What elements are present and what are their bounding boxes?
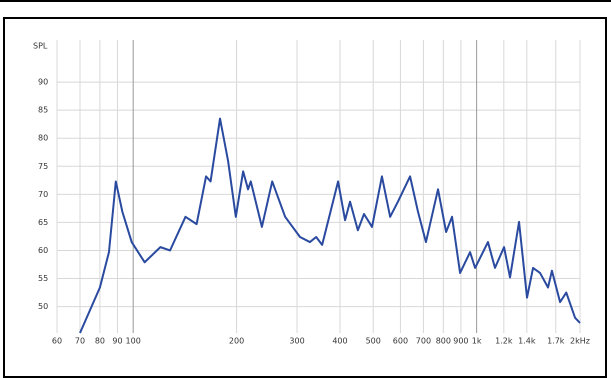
line [79, 117, 581, 334]
x-tick-label: 60 [52, 337, 62, 346]
x-tick-label: 800 [436, 337, 451, 346]
x-tick-label: 500 [366, 337, 381, 346]
x-tick-label: 700 [416, 337, 431, 346]
x-tick-label: 90 [112, 337, 122, 346]
y-tick-label: 85 [38, 106, 48, 115]
x-tick-label: 1.4k [518, 337, 536, 346]
x-tick-label: 2kHz [570, 337, 590, 346]
x-tick-label: 200 [229, 337, 244, 346]
frame [3, 17, 607, 378]
y-tick-label: 60 [38, 246, 48, 255]
x-tick-label: 300 [289, 337, 304, 346]
y-tick-label: 80 [38, 134, 48, 143]
x-tick-label: 80 [95, 337, 105, 346]
x-tick-label: 1k [472, 337, 482, 346]
y-tick-label: 65 [38, 218, 48, 227]
y-tick-label: 90 [38, 78, 48, 87]
x-tick-label: 70 [75, 337, 85, 346]
x-tick-label: 1.7k [547, 337, 565, 346]
y-tick-label: 70 [38, 190, 48, 199]
x-tick-label: 600 [393, 337, 408, 346]
x-tick-label: 900 [453, 337, 468, 346]
y-axis-label: SPL [33, 42, 48, 51]
x-tick-label: 400 [332, 337, 347, 346]
y-tick-label: 50 [38, 302, 48, 311]
x-tick-label: 100 [126, 337, 141, 346]
x-tick-label: 1.2k [495, 337, 513, 346]
y-tick-label: 75 [38, 162, 48, 171]
y-tick-label: 55 [38, 274, 48, 283]
